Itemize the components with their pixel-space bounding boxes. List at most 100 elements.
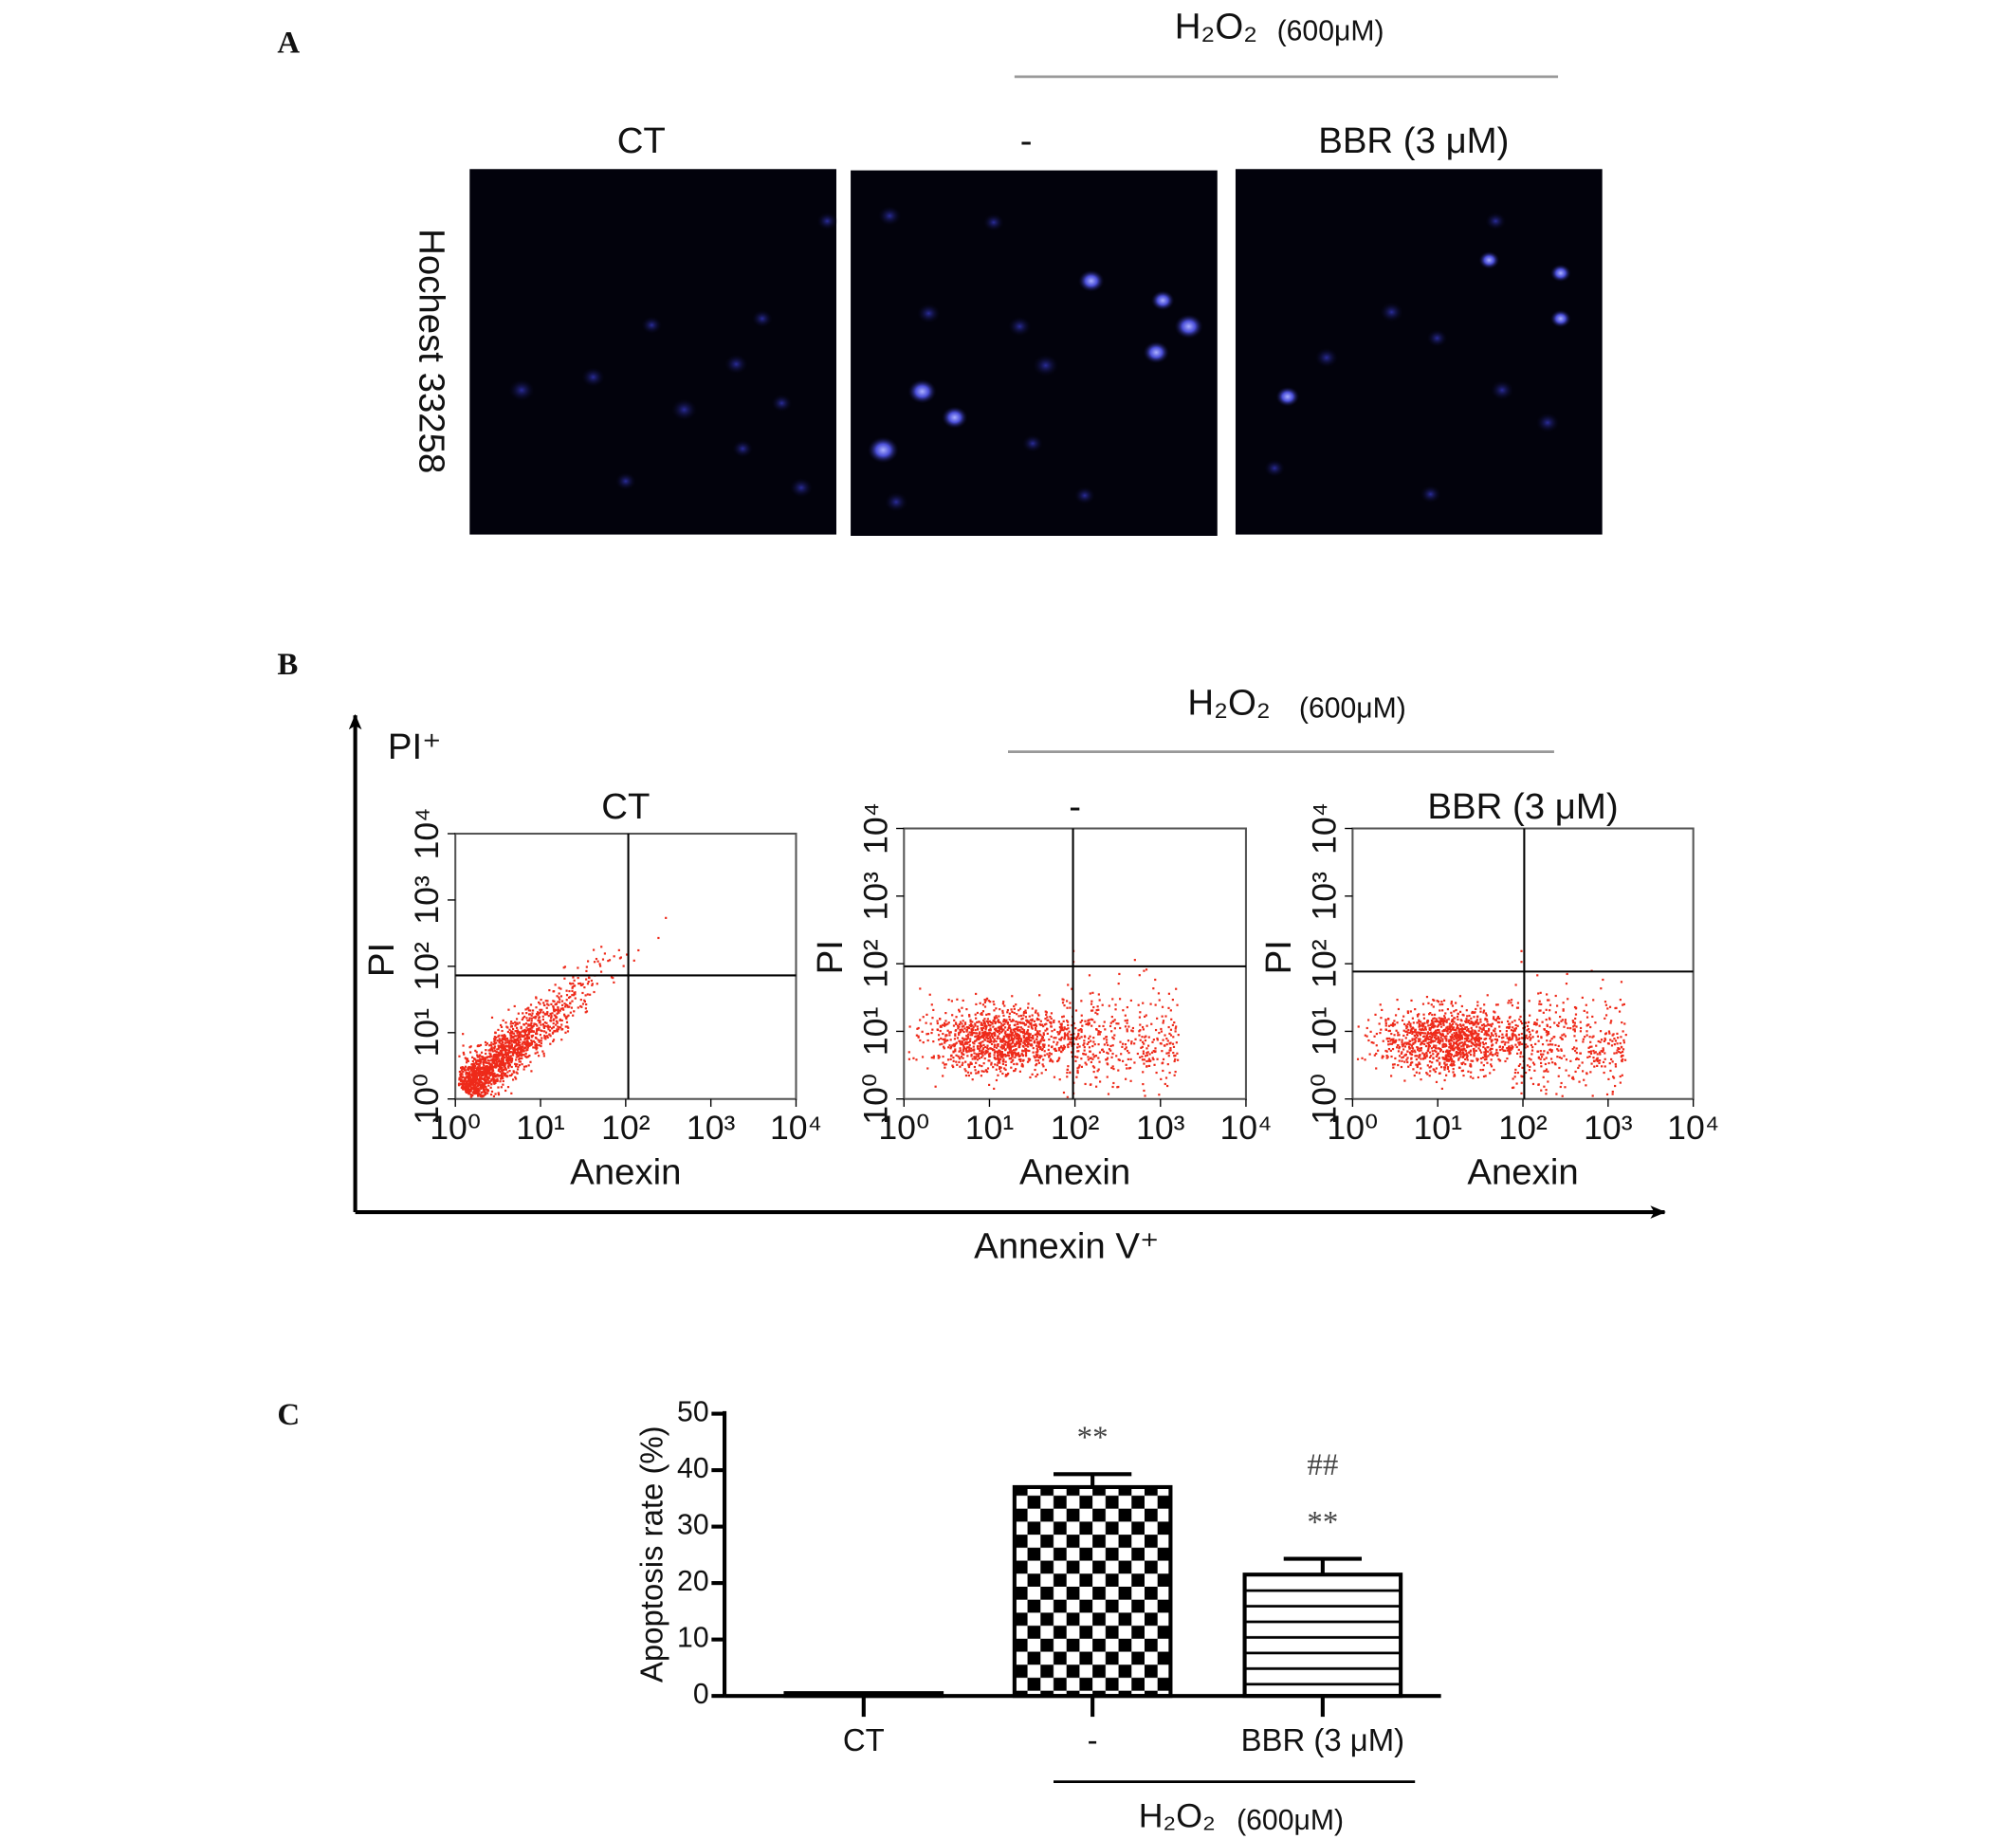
event [1014,1069,1017,1072]
event [1021,1021,1024,1024]
event [584,994,587,997]
event [1005,1054,1008,1057]
event [1470,1038,1473,1041]
event [493,1045,497,1048]
event [968,1015,971,1018]
event [998,1015,1000,1018]
event [949,1039,952,1041]
event [1422,1054,1426,1057]
event [1583,1078,1585,1081]
event [1619,1041,1622,1045]
event [1406,1050,1409,1053]
event [531,1009,535,1012]
event [1494,1038,1496,1041]
event [968,1039,972,1042]
event [1516,1052,1519,1055]
event [1391,1021,1395,1025]
event [1418,1021,1420,1023]
event [560,1023,563,1026]
event [1414,1051,1417,1054]
event [1614,1063,1617,1066]
event [479,1057,482,1060]
event [1473,1011,1475,1014]
event [565,999,568,1002]
event [1559,1085,1562,1089]
event [1536,1035,1540,1038]
event [1167,992,1170,995]
event [1451,1014,1454,1017]
event [968,1031,971,1034]
event [1373,1035,1376,1038]
event [1414,1039,1417,1042]
event [1176,1058,1180,1061]
event [1487,1033,1490,1036]
event [560,1003,564,1006]
event [1457,1039,1460,1042]
event [1070,1051,1073,1054]
event [1427,1046,1430,1049]
event [1428,1051,1432,1054]
event [469,1066,472,1069]
event [487,1071,490,1074]
event [1143,1089,1145,1093]
event [556,1030,559,1033]
event [1428,1075,1431,1077]
event [465,1076,467,1079]
event [501,1047,504,1050]
event [1519,1051,1523,1054]
event [1589,1071,1592,1074]
event [1138,1034,1141,1037]
event [1453,1032,1456,1035]
event [524,1065,528,1068]
event [480,1067,483,1071]
event [535,1015,538,1018]
event [1441,1002,1444,1006]
event [505,1041,509,1044]
event [1061,1016,1064,1019]
event [1059,1039,1062,1041]
event [553,1030,556,1033]
event [1422,1022,1425,1025]
event [1432,1005,1435,1008]
event [1006,1022,1009,1025]
event [535,1006,538,1009]
event [500,1067,504,1070]
event [981,1028,984,1032]
event [1384,1049,1387,1053]
event [991,1021,994,1024]
event [527,1037,531,1039]
event [1410,1057,1413,1059]
event [567,996,571,1000]
event [1009,1047,1012,1050]
event [564,1003,567,1006]
event [1124,1043,1127,1046]
event [1470,1017,1473,1020]
event [1525,1034,1528,1037]
event [1134,1038,1137,1040]
event [1600,1050,1603,1053]
event [1621,1059,1623,1063]
event [1575,1047,1578,1050]
event [563,977,566,980]
event [1037,1018,1040,1021]
event [1385,1050,1388,1053]
event [1050,1012,1054,1015]
event [1429,1011,1432,1015]
event [1405,1041,1409,1044]
event [497,1051,500,1055]
event [1076,1071,1079,1074]
event [982,1021,985,1025]
nucleus [1174,314,1203,340]
event [1019,1057,1022,1061]
event [1010,1052,1014,1055]
event [1164,1044,1166,1047]
event [1389,1049,1392,1052]
event [1048,1056,1051,1058]
x-tick-label: 10³ [1136,1109,1185,1147]
event [459,1076,462,1078]
event [1463,1038,1466,1040]
event [493,1047,496,1050]
event [1069,1071,1072,1074]
event [1585,1016,1589,1019]
event [484,1072,486,1075]
